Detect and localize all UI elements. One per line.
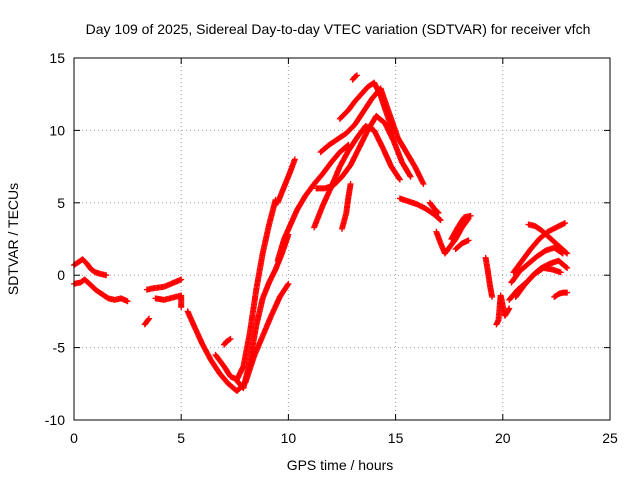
series-sat-05 — [152, 292, 185, 303]
data-point — [564, 289, 571, 296]
data-point — [354, 72, 361, 79]
x-tick-label: 5 — [177, 430, 185, 446]
data-point — [406, 172, 413, 179]
series-sat-11 — [274, 141, 352, 264]
series-sat-31 — [551, 289, 571, 300]
data-point — [563, 264, 570, 271]
series-sat-04 — [143, 276, 185, 293]
data-point — [435, 209, 442, 216]
data-point — [564, 264, 571, 271]
series-sat-19 — [396, 195, 444, 224]
series-sat-07 — [184, 280, 292, 395]
series-sat-23 — [452, 237, 472, 253]
data-point — [407, 173, 414, 180]
data-point — [226, 336, 233, 343]
x-tick-label: 0 — [70, 430, 78, 446]
series-sat-09 — [221, 335, 234, 348]
axis-ticks: 0 5 10 15 20 25 -10 -5 0 5 10 15 — [45, 50, 618, 446]
y-tick-label: 10 — [49, 122, 65, 138]
data-point — [284, 281, 291, 288]
series-sat-13 — [311, 123, 403, 231]
data-point — [437, 217, 444, 224]
series-sat-27 — [508, 244, 566, 286]
series-sat-08 — [212, 196, 279, 383]
plot-frame — [73, 57, 611, 421]
data-point — [178, 293, 185, 300]
data-point — [390, 130, 397, 137]
series-sat-30 — [525, 221, 571, 257]
data-point — [420, 180, 427, 187]
grid-lines — [74, 58, 610, 420]
x-tick-label: 25 — [602, 430, 618, 446]
y-tick-label: -5 — [53, 340, 66, 356]
data-point — [436, 216, 443, 223]
x-tick-label: 15 — [388, 430, 404, 446]
y-tick-label: 0 — [57, 267, 65, 283]
data-point — [146, 315, 153, 322]
series-sat-28 — [512, 257, 571, 300]
y-tick-label: -10 — [45, 412, 65, 428]
x-tick-label: 10 — [281, 430, 297, 446]
data-point — [347, 180, 354, 187]
data-point — [291, 156, 298, 163]
series-sat-21 — [433, 215, 472, 257]
chart-title: Day 109 of 2025, Sidereal Day-to-day VTE… — [86, 21, 591, 37]
series-sat-03 — [141, 315, 153, 328]
data-point — [506, 305, 513, 312]
series-sat-12 — [274, 156, 298, 206]
series-sat-24 — [482, 254, 496, 300]
series-sat-16 — [336, 79, 397, 137]
data-points — [71, 72, 571, 395]
series-sat-25 — [493, 292, 513, 328]
series-sat-01 — [71, 276, 131, 305]
data-point — [285, 280, 292, 287]
data-point — [145, 316, 152, 323]
data-point — [178, 276, 185, 283]
series-sat-22 — [448, 212, 474, 242]
data-point — [465, 237, 472, 244]
data-point — [561, 220, 568, 227]
y-tick-label: 15 — [49, 50, 65, 66]
data-point — [227, 335, 234, 342]
data-point — [467, 212, 474, 219]
data-point — [489, 293, 496, 300]
y-axis-label: SDTVAR / TECUs — [5, 183, 21, 295]
series-sat-20 — [426, 199, 442, 216]
series-sat-06 — [178, 293, 185, 311]
data-point — [564, 250, 571, 257]
data-point — [124, 298, 131, 305]
data-point — [396, 176, 403, 183]
x-tick-label: 20 — [495, 430, 511, 446]
data-point — [563, 249, 570, 256]
series-sat-02 — [71, 256, 110, 279]
data-point — [434, 209, 441, 216]
y-tick-label: 5 — [57, 195, 65, 211]
data-point — [352, 73, 359, 80]
series-sat-18 — [339, 180, 354, 232]
series-sat-17 — [349, 72, 361, 83]
data-point — [557, 269, 564, 276]
x-axis-label: GPS time / hours — [287, 457, 394, 473]
data-point — [103, 272, 110, 279]
data-point — [396, 175, 403, 182]
